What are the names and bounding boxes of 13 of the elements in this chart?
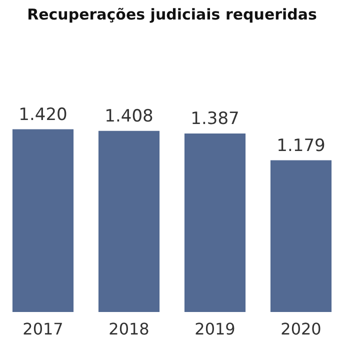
bar <box>184 134 246 312</box>
data-label: 1.179 <box>276 136 326 156</box>
x-tick-label: 2020 <box>280 320 322 338</box>
x-tick-label: 2017 <box>22 320 64 338</box>
bar <box>270 160 332 312</box>
bar <box>12 129 74 312</box>
x-tick-label: 2018 <box>108 320 150 338</box>
data-label: 1.420 <box>18 104 68 125</box>
chart-title: Recuperações judiciais requeridas <box>27 6 318 24</box>
data-label: 1.387 <box>190 109 240 130</box>
bar <box>98 130 160 312</box>
data-label: 1.408 <box>104 106 154 126</box>
x-tick-label: 2019 <box>194 320 236 338</box>
